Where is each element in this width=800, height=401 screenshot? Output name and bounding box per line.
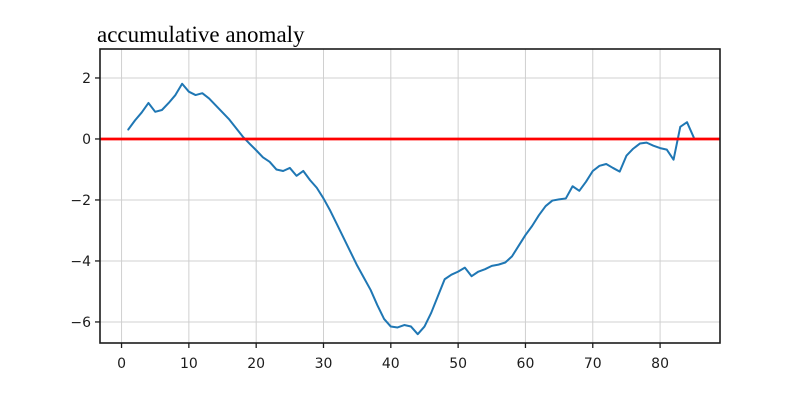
- x-tick-label: 70: [584, 356, 602, 372]
- x-tick-label: 60: [517, 356, 535, 372]
- series-line: [127, 82, 695, 336]
- y-tick-label: 2: [82, 71, 91, 87]
- y-tick-label: 0: [82, 132, 91, 148]
- x-tick-label: 20: [247, 356, 265, 372]
- x-tick-label: 30: [315, 356, 333, 372]
- plot-spines: [99, 48, 721, 344]
- x-tick-label: 10: [180, 356, 198, 372]
- y-tick-label: −2: [70, 193, 91, 209]
- x-tick-label: 40: [382, 356, 400, 372]
- x-tick-label: 0: [117, 356, 126, 372]
- chart-title: accumulative anomaly: [97, 22, 305, 47]
- x-tick-label: 80: [651, 356, 669, 372]
- y-tick-label: −6: [70, 315, 91, 331]
- y-tick-label: −4: [70, 254, 91, 270]
- x-tick-label: 50: [449, 356, 467, 372]
